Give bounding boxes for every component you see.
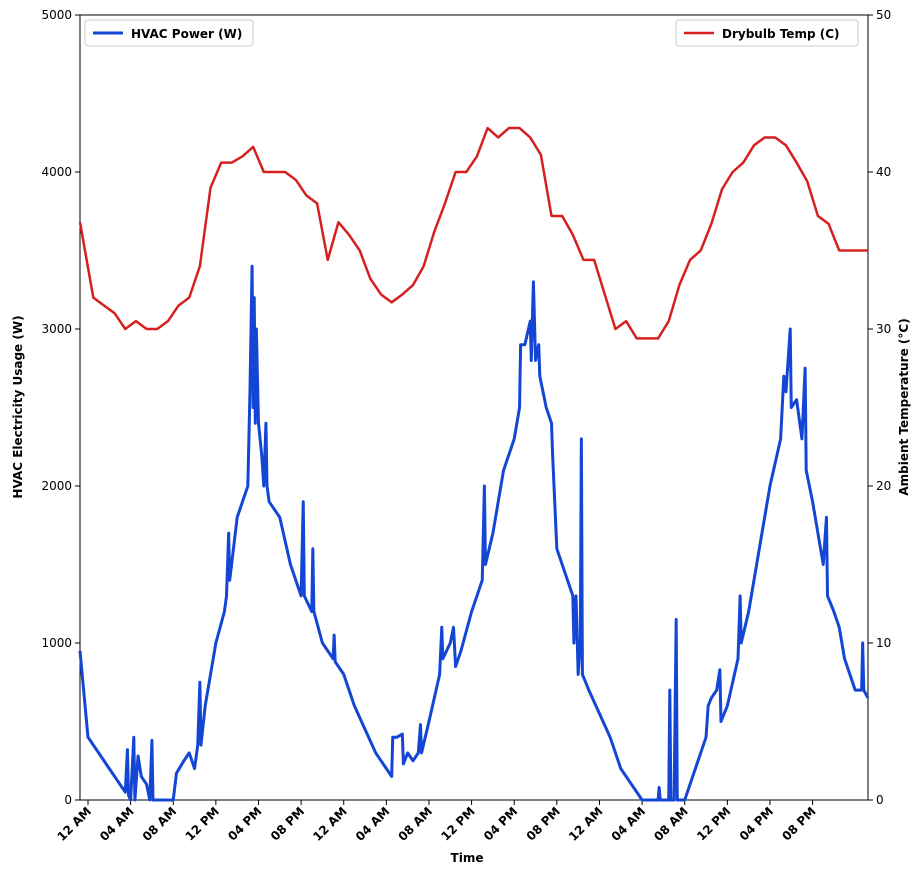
- x-tick-label: 04 AM: [609, 804, 649, 844]
- legend-box: [675, 19, 859, 47]
- x-tick-label: 04 PM: [737, 804, 776, 843]
- y-tick-label: 1000: [41, 636, 72, 650]
- y2-tick-label: 20: [876, 479, 891, 493]
- x-tick-label: 04 PM: [225, 804, 264, 843]
- y-tick-label: 2000: [41, 479, 72, 493]
- x-tick-label: 08 PM: [268, 804, 307, 843]
- x-tick-label: 12 PM: [694, 804, 733, 843]
- x-tick-label: 04 PM: [481, 804, 520, 843]
- y-tick-label: 0: [64, 793, 72, 807]
- series-line: [78, 264, 870, 802]
- plot-frame: [79, 14, 869, 801]
- x-axis-label: Time: [451, 851, 484, 865]
- legend-label: Drybulb Temp (C): [722, 27, 840, 41]
- x-tick-label: 04 AM: [353, 804, 393, 844]
- x-tick-label: 08 PM: [779, 804, 818, 843]
- series-line: [78, 126, 868, 340]
- x-tick-label: 04 AM: [97, 804, 137, 844]
- x-tick-label: 12 AM: [54, 804, 94, 844]
- legend-label: HVAC Power (W): [131, 27, 242, 41]
- y2-tick-label: 0: [876, 793, 884, 807]
- y-tick-label: 3000: [41, 322, 72, 336]
- x-tick-label: 08 AM: [140, 804, 180, 844]
- x-tick-label: 12 PM: [438, 804, 477, 843]
- y2-tick-label: 50: [876, 8, 891, 22]
- y-tick-label: 5000: [41, 8, 72, 22]
- y2-tick-label: 40: [876, 165, 891, 179]
- legend: HVAC Power (W): [84, 19, 254, 47]
- y-tick-label: 4000: [41, 165, 72, 179]
- x-tick-label: 08 PM: [524, 804, 563, 843]
- legend-box: [84, 19, 254, 47]
- y-axis-label: HVAC Electricity Usage (W): [11, 315, 25, 498]
- x-tick-label: 08 AM: [395, 804, 435, 844]
- y2-axis-label: Ambient Temperature (°C): [897, 318, 911, 495]
- x-tick-label: 12 AM: [310, 804, 350, 844]
- y2-tick-label: 10: [876, 636, 891, 650]
- legend: Drybulb Temp (C): [675, 19, 859, 47]
- y2-tick-label: 30: [876, 322, 891, 336]
- x-tick-label: 12 AM: [566, 804, 606, 844]
- x-tick-label: 12 PM: [183, 804, 222, 843]
- x-tick-label: 08 AM: [651, 804, 691, 844]
